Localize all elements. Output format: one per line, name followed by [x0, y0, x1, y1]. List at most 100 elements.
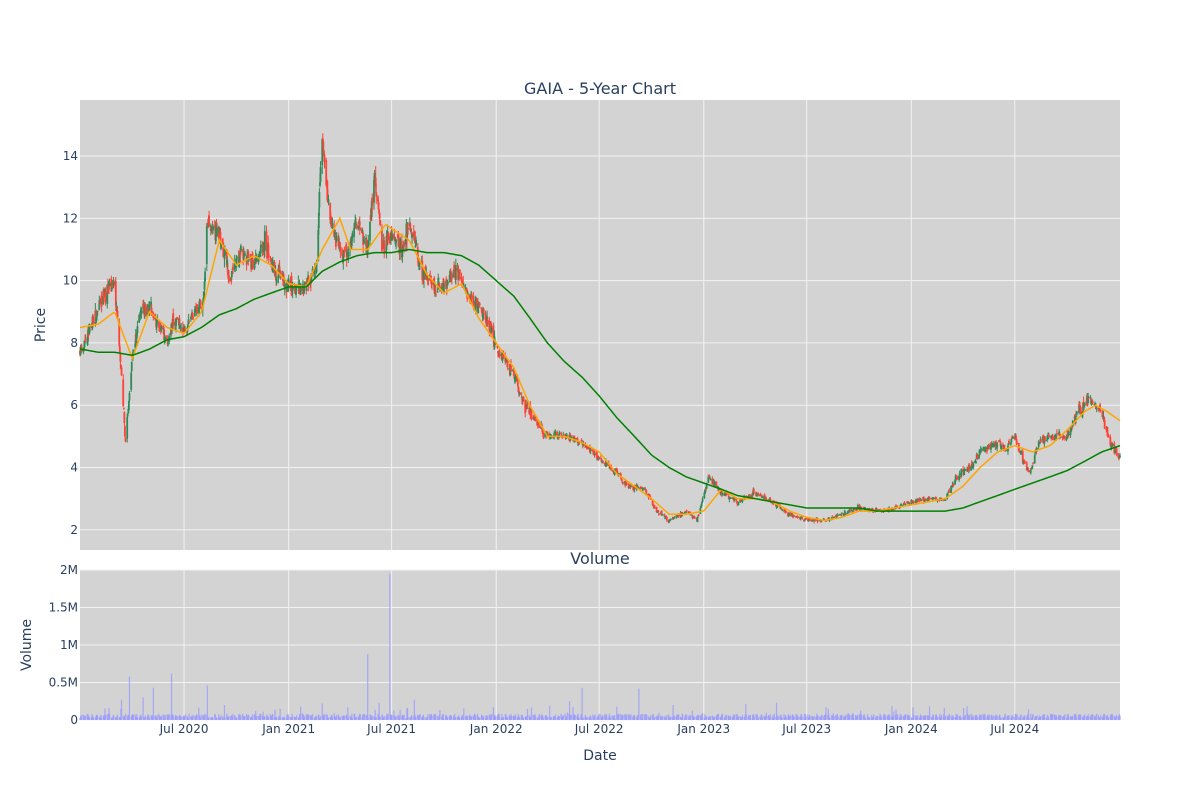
candle-body-down [538, 427, 541, 429]
candle-body-up [856, 504, 859, 509]
volume-bar [252, 714, 254, 720]
volume-bar [996, 715, 998, 720]
volume-bar [1064, 714, 1066, 720]
volume-bar [678, 714, 680, 720]
candle-body-up [820, 520, 823, 522]
candle-body-up [636, 484, 639, 486]
candle-body-down [532, 415, 535, 418]
volume-bar [592, 714, 594, 720]
volume-bar [284, 718, 286, 720]
candle-body-down [645, 489, 648, 494]
candle-body-down [481, 311, 483, 314]
candle-body-up [402, 244, 405, 250]
candle-body-up [108, 282, 111, 287]
candle-body-up [287, 279, 290, 282]
candle-body-up [236, 256, 238, 258]
volume-bar [506, 717, 509, 720]
volume-bar [142, 697, 144, 720]
volume-bar [355, 717, 357, 720]
candle-body-down [337, 238, 340, 241]
candle-body-up [333, 235, 336, 237]
volume-bar [725, 715, 728, 720]
volume-bar [956, 714, 958, 720]
volume-bar [706, 716, 708, 720]
candle-body-down [924, 499, 927, 501]
volume-bar [783, 714, 785, 720]
volume-bar [943, 707, 945, 720]
candle-body-down [122, 379, 125, 407]
candle-body-down [290, 276, 293, 295]
candle-body-down [196, 304, 199, 314]
candle-body-down [600, 458, 603, 462]
volume-bar [214, 714, 216, 720]
candle-body-up [163, 336, 166, 344]
candle-body-down [434, 286, 437, 292]
candle-body-down [382, 247, 384, 249]
candle-body-down [267, 254, 270, 258]
candle-body-down [476, 297, 479, 309]
candle-body-up [1083, 403, 1086, 406]
candle-body-down [1091, 401, 1094, 404]
candle-body-up [415, 239, 417, 246]
volume-bar [224, 717, 226, 720]
volume-bar [1043, 714, 1045, 720]
volume-bar [999, 715, 1001, 720]
candle-body-up [411, 233, 413, 239]
candle-body-down [225, 249, 228, 266]
candle-body-down [599, 458, 602, 460]
candle-body-down [188, 321, 191, 323]
volume-bar [827, 708, 829, 720]
candle-body-up [994, 442, 997, 446]
volume-bar [674, 716, 676, 720]
candle-body-up [577, 444, 580, 446]
volume-bar [463, 708, 465, 720]
candle-body-up [589, 447, 592, 452]
candle-body-up [628, 486, 631, 489]
volume-tick-label: 1M [60, 638, 78, 652]
volume-bar [354, 713, 356, 720]
candle-body-down [163, 329, 166, 340]
candle-body-down [1067, 430, 1070, 436]
candle-body-down [322, 141, 325, 149]
volume-bar [781, 718, 783, 720]
candle-body-up [1118, 456, 1121, 458]
candle-body-down [222, 242, 225, 258]
candle-body-down [375, 192, 378, 197]
candle-body-up [342, 250, 345, 253]
volume-bar [773, 713, 775, 720]
candle-body-down [620, 476, 623, 480]
candle-body-up [295, 287, 297, 295]
volume-bar [912, 707, 914, 720]
volume-bar [100, 714, 102, 720]
candle-body-up [509, 367, 512, 375]
candle-body-up [130, 372, 133, 390]
candle-body-down [648, 494, 651, 497]
volume-bar [748, 715, 750, 720]
candle-body-up [807, 520, 810, 522]
volume-bar [351, 717, 353, 720]
candle-body-up [984, 446, 987, 452]
candle-body-up [370, 200, 373, 218]
candle-body-down [581, 444, 584, 446]
candle-body-down [808, 517, 811, 520]
candle-body-down [920, 500, 923, 502]
candle-body-up [728, 498, 731, 500]
candle-body-up [79, 346, 82, 355]
volume-bar [310, 715, 313, 720]
candle-body-down [460, 277, 463, 281]
volume-bar [132, 714, 135, 720]
volume-bar [753, 717, 755, 720]
date-tick-label: Jan 2023 [676, 722, 730, 736]
candle-body-up [932, 497, 935, 499]
candle-body-up [299, 283, 302, 295]
volume-bar [427, 714, 429, 720]
candle-body-up [1057, 433, 1060, 435]
candle-body-down [736, 501, 739, 505]
candle-body-up [197, 306, 200, 313]
candle-body-up [206, 223, 209, 227]
candle-body-up [242, 251, 245, 260]
volume-bar [260, 713, 262, 720]
candle-body-up [477, 305, 479, 310]
candle-body-down [793, 515, 796, 517]
candle-body-up [800, 516, 803, 518]
